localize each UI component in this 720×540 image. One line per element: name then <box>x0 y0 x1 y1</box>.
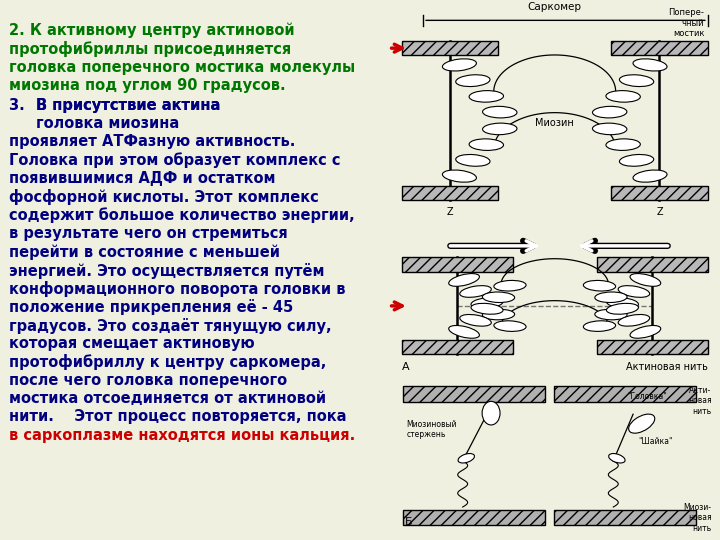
FancyBboxPatch shape <box>611 41 708 56</box>
Text: головка поперечного мостика молекулы: головка поперечного мостика молекулы <box>9 60 355 75</box>
Ellipse shape <box>482 309 515 320</box>
Ellipse shape <box>456 75 490 86</box>
Ellipse shape <box>482 292 515 302</box>
Text: Головка при этом образует комплекс с: Головка при этом образует комплекс с <box>9 152 340 168</box>
Text: перейти в состояние с меньшей: перейти в состояние с меньшей <box>9 244 279 260</box>
FancyBboxPatch shape <box>597 258 708 272</box>
Ellipse shape <box>456 154 490 166</box>
Text: после чего головка поперечного: после чего головка поперечного <box>9 373 287 388</box>
Ellipse shape <box>619 154 654 166</box>
FancyBboxPatch shape <box>402 41 498 56</box>
Ellipse shape <box>633 59 667 71</box>
Text: Миозиновый
стержень: Миозиновый стержень <box>407 420 457 439</box>
FancyBboxPatch shape <box>554 386 696 402</box>
FancyBboxPatch shape <box>597 340 708 354</box>
Text: содержит большое количество энергии,: содержит большое количество энергии, <box>9 207 354 224</box>
Text: проявляет АТФазную активность.: проявляет АТФазную активность. <box>9 134 295 149</box>
Ellipse shape <box>449 326 480 338</box>
Text: в саркоплазме находятся ионы кальция.: в саркоплазме находятся ионы кальция. <box>9 428 355 443</box>
Ellipse shape <box>469 139 503 151</box>
FancyBboxPatch shape <box>554 510 696 525</box>
Ellipse shape <box>606 91 640 102</box>
Text: В присутствие актина: В присутствие актина <box>36 98 220 113</box>
Text: протофибриллу к центру саркомера,: протофибриллу к центру саркомера, <box>9 354 326 370</box>
Ellipse shape <box>583 280 616 291</box>
Text: в результате чего он стремиться: в результате чего он стремиться <box>9 226 287 241</box>
Ellipse shape <box>630 326 661 338</box>
Ellipse shape <box>618 286 649 298</box>
Text: головка миозина: головка миозина <box>36 116 179 131</box>
Text: фосфорной кислоты. Этот комплекс: фосфорной кислоты. Этот комплекс <box>9 189 318 205</box>
FancyBboxPatch shape <box>402 258 513 272</box>
Text: положение прикрепления её - 45: положение прикрепления её - 45 <box>9 299 293 315</box>
Text: градусов. Это создаёт тянущую силу,: градусов. Это создаёт тянущую силу, <box>9 318 331 334</box>
Text: появившимися АДФ и остатком: появившимися АДФ и остатком <box>9 171 275 186</box>
Text: мостика отсоединяется от актиновой: мостика отсоединяется от актиновой <box>9 391 325 406</box>
Text: Саркомер: Саркомер <box>528 3 582 12</box>
Ellipse shape <box>458 454 474 463</box>
FancyBboxPatch shape <box>611 186 708 200</box>
Ellipse shape <box>494 280 526 291</box>
Ellipse shape <box>593 123 627 134</box>
Ellipse shape <box>482 123 517 134</box>
Text: Z: Z <box>446 206 454 217</box>
Text: 3.: 3. <box>9 98 30 113</box>
Text: протофибриллы присоединяется: протофибриллы присоединяется <box>9 42 291 57</box>
Text: Б: Б <box>405 517 412 528</box>
Text: A: A <box>402 362 409 372</box>
Text: которая смещает актиновую: которая смещает актиновую <box>9 336 254 351</box>
Ellipse shape <box>630 274 661 286</box>
Text: В присутствие актина: В присутствие актина <box>36 98 220 113</box>
FancyBboxPatch shape <box>403 386 545 402</box>
Text: Миози-
новая
нить: Миози- новая нить <box>683 503 711 532</box>
Ellipse shape <box>633 170 667 182</box>
Ellipse shape <box>449 274 480 286</box>
Ellipse shape <box>629 414 654 433</box>
Ellipse shape <box>482 401 500 425</box>
Ellipse shape <box>482 106 517 118</box>
Ellipse shape <box>619 75 654 86</box>
Text: "Головка": "Головка" <box>627 392 667 401</box>
FancyBboxPatch shape <box>403 510 545 525</box>
Text: конформационного поворота головки в: конформационного поворота головки в <box>9 281 345 297</box>
FancyBboxPatch shape <box>402 340 513 354</box>
Ellipse shape <box>442 59 477 71</box>
Ellipse shape <box>494 321 526 332</box>
Ellipse shape <box>606 298 639 308</box>
Ellipse shape <box>460 286 491 298</box>
Ellipse shape <box>618 314 649 326</box>
Text: 2. К активному центру актиновой: 2. К активному центру актиновой <box>9 23 294 38</box>
Ellipse shape <box>469 91 503 102</box>
Ellipse shape <box>442 170 477 182</box>
Ellipse shape <box>608 454 625 463</box>
Text: миозина под углом 90 градусов.: миозина под углом 90 градусов. <box>9 78 285 93</box>
Ellipse shape <box>460 314 491 326</box>
Text: Z: Z <box>656 206 662 217</box>
Ellipse shape <box>606 139 640 151</box>
Text: нити.    Этот процесс повторяется, пока: нити. Этот процесс повторяется, пока <box>9 409 346 424</box>
Text: Миозин: Миозин <box>536 118 574 128</box>
Ellipse shape <box>593 106 627 118</box>
Ellipse shape <box>471 303 503 314</box>
Ellipse shape <box>471 298 503 308</box>
Text: энергией. Это осуществляется путём: энергией. Это осуществляется путём <box>9 262 324 279</box>
Text: Акти-
новая
нить: Акти- новая нить <box>688 386 711 416</box>
Ellipse shape <box>606 303 639 314</box>
Ellipse shape <box>583 321 616 332</box>
Text: Актиновая нить: Актиновая нить <box>626 362 708 372</box>
Text: "Шайка": "Шайка" <box>638 437 672 445</box>
Ellipse shape <box>595 309 627 320</box>
Ellipse shape <box>595 292 627 302</box>
Text: Попере-
чный
мостик: Попере- чный мостик <box>668 9 704 38</box>
FancyBboxPatch shape <box>402 186 498 200</box>
